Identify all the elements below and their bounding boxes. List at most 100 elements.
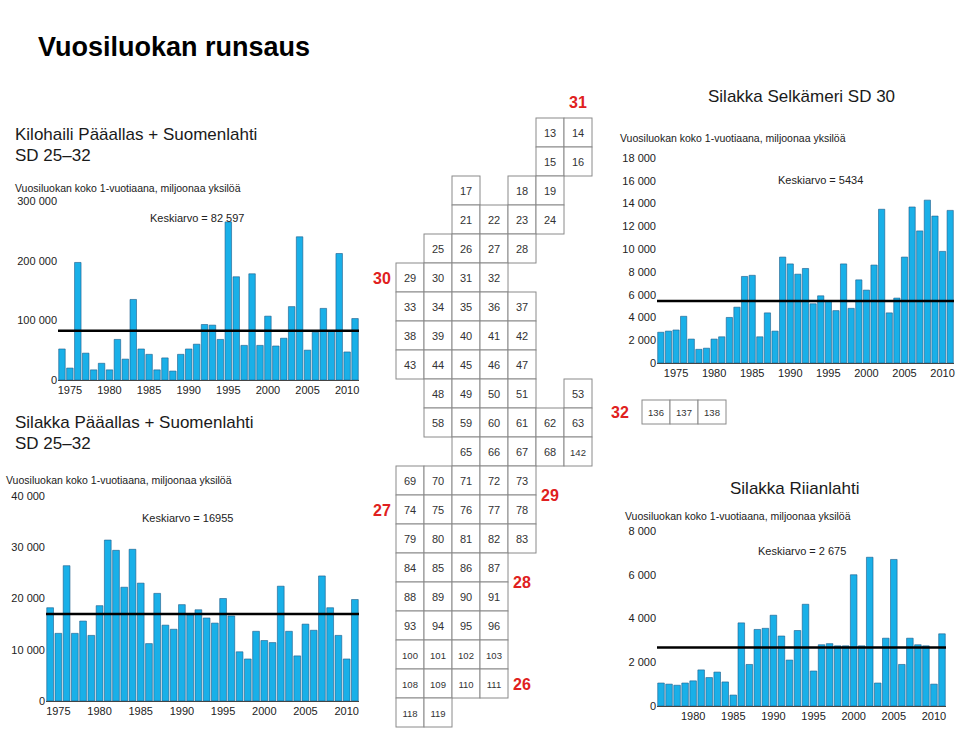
svg-text:8 000: 8 000	[628, 525, 656, 537]
svg-text:53: 53	[572, 388, 584, 400]
svg-text:1995: 1995	[211, 705, 235, 717]
svg-text:30: 30	[373, 270, 391, 287]
svg-text:22: 22	[488, 214, 500, 226]
svg-text:14 000: 14 000	[622, 197, 656, 209]
svg-text:61: 61	[516, 417, 528, 429]
svg-text:18 000: 18 000	[622, 152, 656, 164]
svg-text:18: 18	[516, 185, 528, 197]
svg-text:60: 60	[488, 417, 500, 429]
svg-text:8 000: 8 000	[628, 266, 656, 278]
svg-text:1985: 1985	[137, 384, 161, 396]
svg-text:0: 0	[650, 700, 656, 712]
svg-text:1980: 1980	[87, 705, 111, 717]
svg-text:4 000: 4 000	[628, 612, 656, 624]
svg-text:62: 62	[544, 417, 556, 429]
svg-text:20 000: 20 000	[11, 592, 45, 604]
svg-text:40 000: 40 000	[11, 490, 45, 502]
svg-text:Keskiarvo = 16955: Keskiarvo = 16955	[142, 512, 233, 524]
svg-text:2010: 2010	[334, 705, 358, 717]
svg-text:2 000: 2 000	[628, 656, 656, 668]
svg-text:84: 84	[404, 562, 416, 574]
svg-text:96: 96	[488, 620, 500, 632]
svg-text:30: 30	[432, 272, 444, 284]
svg-text:Keskiarvo = 2 675: Keskiarvo = 2 675	[758, 545, 846, 557]
svg-text:68: 68	[544, 446, 556, 458]
svg-text:136: 136	[648, 407, 664, 418]
svg-text:63: 63	[572, 417, 584, 429]
svg-text:2000: 2000	[854, 367, 878, 379]
svg-text:2000: 2000	[256, 384, 280, 396]
svg-text:137: 137	[676, 407, 692, 418]
svg-text:108: 108	[402, 679, 418, 690]
svg-text:48: 48	[432, 388, 444, 400]
svg-text:28: 28	[516, 243, 528, 255]
svg-text:94: 94	[432, 620, 444, 632]
svg-text:2010: 2010	[922, 710, 946, 722]
svg-text:16: 16	[572, 156, 584, 168]
svg-text:1995: 1995	[801, 710, 825, 722]
svg-text:21: 21	[460, 214, 472, 226]
svg-text:36: 36	[488, 301, 500, 313]
svg-text:31: 31	[460, 272, 472, 284]
svg-text:90: 90	[460, 591, 472, 603]
svg-text:59: 59	[460, 417, 472, 429]
svg-text:1990: 1990	[761, 710, 785, 722]
svg-text:118: 118	[402, 708, 417, 719]
svg-text:82: 82	[488, 533, 500, 545]
svg-text:23: 23	[516, 214, 528, 226]
svg-text:75: 75	[432, 504, 444, 516]
svg-text:86: 86	[460, 562, 472, 574]
svg-text:2005: 2005	[892, 367, 916, 379]
svg-text:16 000: 16 000	[622, 175, 656, 187]
svg-text:67: 67	[516, 446, 528, 458]
svg-text:69: 69	[404, 475, 416, 487]
svg-text:50: 50	[488, 388, 500, 400]
svg-text:37: 37	[516, 301, 528, 313]
svg-text:74: 74	[404, 504, 416, 516]
svg-text:111: 111	[487, 679, 501, 690]
svg-text:87: 87	[488, 562, 500, 574]
svg-text:2 000: 2 000	[628, 334, 656, 346]
svg-text:100 000: 100 000	[17, 314, 57, 326]
svg-text:83: 83	[516, 533, 528, 545]
svg-text:77: 77	[488, 504, 500, 516]
svg-text:39: 39	[432, 330, 444, 342]
svg-text:46: 46	[488, 359, 500, 371]
svg-text:142: 142	[570, 447, 586, 458]
svg-text:29: 29	[541, 487, 559, 504]
svg-text:1990: 1990	[170, 705, 194, 717]
svg-text:6 000: 6 000	[628, 289, 656, 301]
svg-text:1990: 1990	[176, 384, 200, 396]
svg-text:42: 42	[516, 330, 528, 342]
svg-text:65: 65	[460, 446, 472, 458]
svg-text:76: 76	[460, 504, 472, 516]
svg-text:91: 91	[488, 591, 500, 603]
svg-text:29: 29	[404, 272, 416, 284]
svg-text:89: 89	[432, 591, 444, 603]
svg-text:300 000: 300 000	[17, 195, 57, 207]
svg-text:25: 25	[432, 243, 444, 255]
svg-text:24: 24	[544, 214, 556, 226]
svg-text:81: 81	[460, 533, 472, 545]
svg-text:1980: 1980	[702, 367, 726, 379]
svg-text:2010: 2010	[335, 384, 359, 396]
svg-text:15: 15	[544, 156, 556, 168]
svg-text:13: 13	[544, 127, 556, 139]
svg-text:51: 51	[516, 388, 528, 400]
svg-text:2000: 2000	[841, 710, 865, 722]
svg-text:88: 88	[404, 591, 416, 603]
svg-text:1975: 1975	[58, 384, 82, 396]
svg-text:66: 66	[488, 446, 500, 458]
svg-text:30 000: 30 000	[11, 541, 45, 553]
svg-text:93: 93	[404, 620, 416, 632]
svg-text:35: 35	[460, 301, 472, 313]
svg-text:138: 138	[704, 407, 720, 418]
svg-text:79: 79	[404, 533, 416, 545]
svg-text:119: 119	[430, 708, 445, 719]
svg-text:19: 19	[544, 185, 556, 197]
svg-text:0: 0	[39, 695, 45, 707]
svg-text:10 000: 10 000	[622, 243, 656, 255]
svg-text:1985: 1985	[721, 710, 745, 722]
svg-text:0: 0	[51, 374, 57, 386]
svg-text:26: 26	[460, 243, 472, 255]
